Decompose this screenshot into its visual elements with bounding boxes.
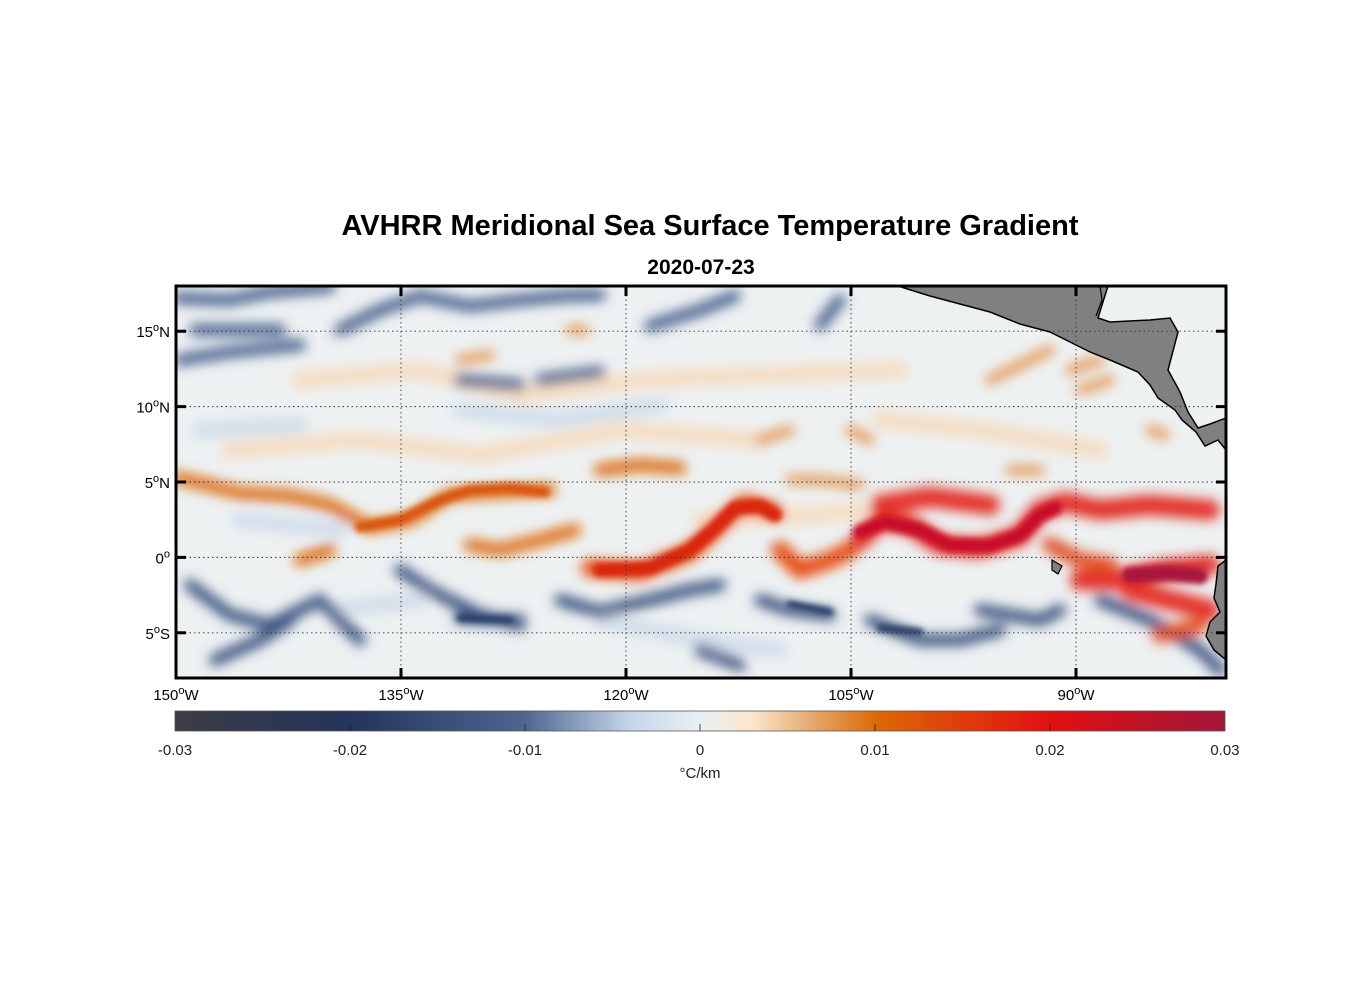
lon-tick-label: 105oW (828, 685, 874, 704)
lat-tick-number: 10 (136, 400, 153, 417)
lat-tick-hemisphere: N (159, 400, 170, 417)
map-area (176, 286, 1226, 678)
lat-tick-label: 5oS (146, 624, 170, 643)
lat-tick-hemisphere: S (160, 626, 170, 643)
colorbar: -0.03 -0.02 -0.01 0 0.01 0.02 0.03 °C/km (158, 710, 1240, 782)
lon-tick-hemisphere: W (1080, 687, 1095, 704)
lat-tick-label: 15oN (136, 322, 170, 341)
degree-symbol: o (154, 624, 160, 636)
degree-symbol: o (403, 685, 409, 697)
lon-tick-label: 150oW (153, 685, 199, 704)
south-america-land (1205, 559, 1226, 661)
lat-tick-number: 5 (145, 475, 153, 492)
colorbar-tick-label: -0.03 (158, 742, 192, 759)
colorbar-tick-label: 0 (696, 742, 704, 759)
lon-tick-label: 120oW (603, 685, 649, 704)
lat-tick-hemisphere: N (159, 324, 170, 341)
lon-tick-number: 150 (153, 687, 178, 704)
lat-tick-hemisphere: N (159, 475, 170, 492)
warm-band-north-east (455, 325, 1170, 490)
map-subtitle: 2020-07-23 (647, 256, 754, 279)
degree-symbol: o (153, 322, 159, 334)
cold-band-north (176, 286, 846, 391)
colorbar-tick-label: 0.02 (1035, 742, 1064, 759)
galapagos-islands (1051, 558, 1063, 575)
degree-symbol: o (853, 685, 859, 697)
lon-tick-hemisphere: W (409, 687, 424, 704)
colorbar-units: °C/km (680, 765, 721, 782)
land-coastline-north (1095, 286, 1103, 317)
lon-tick-hemisphere: W (634, 687, 649, 704)
map-title: AVHRR Meridional Sea Surface Temperature… (341, 210, 1078, 242)
colorbar-tick-label: 0.03 (1210, 742, 1239, 759)
warm-band-east-lower (1042, 537, 1208, 643)
cold-core-south (456, 600, 924, 636)
degree-symbol: o (164, 548, 170, 560)
lon-tick-number: 90 (1058, 687, 1075, 704)
degree-symbol: o (153, 473, 159, 485)
longitude-labels: 150oW 135oW 120oW 105oW 90oW (153, 685, 1095, 704)
pale-warm-patches (221, 361, 1109, 529)
colorbar-tick-label: 0.01 (860, 742, 889, 759)
lat-tick-label: 5oN (145, 473, 170, 492)
lon-tick-label: 90oW (1058, 685, 1096, 704)
central-america-land (897, 286, 1226, 452)
lat-tick-number: 5 (146, 626, 154, 643)
lat-tick-number: 15 (136, 324, 153, 341)
front-core-west (355, 483, 550, 532)
front-core-center (593, 499, 782, 577)
frame-ticks (174, 286, 1226, 678)
lat-tick-label: 0o (156, 548, 170, 567)
degree-symbol: o (153, 398, 159, 410)
degree-symbol: o (178, 685, 184, 697)
lon-tick-number: 105 (828, 687, 853, 704)
strong-front-cores (355, 483, 1208, 636)
front-core-east-max (1122, 565, 1208, 584)
lat-tick-label: 10oN (136, 398, 170, 417)
lon-tick-label: 135oW (378, 685, 424, 704)
colorbar-tick-label: -0.01 (508, 742, 542, 759)
degree-symbol: o (1074, 685, 1080, 697)
land (897, 286, 1226, 661)
colorbar-ticks: -0.03 -0.02 -0.01 0 0.01 0.02 0.03 (158, 724, 1240, 759)
degree-symbol: o (628, 685, 634, 697)
pale-cool-patches (192, 397, 788, 658)
lon-tick-number: 120 (603, 687, 628, 704)
lon-tick-hemisphere: W (184, 687, 199, 704)
lon-tick-hemisphere: W (859, 687, 874, 704)
front-core-east (853, 501, 1062, 553)
colorbar-tick-label: -0.02 (333, 742, 367, 759)
lon-tick-number: 135 (378, 687, 403, 704)
lat-tick-number: 0 (156, 550, 164, 567)
